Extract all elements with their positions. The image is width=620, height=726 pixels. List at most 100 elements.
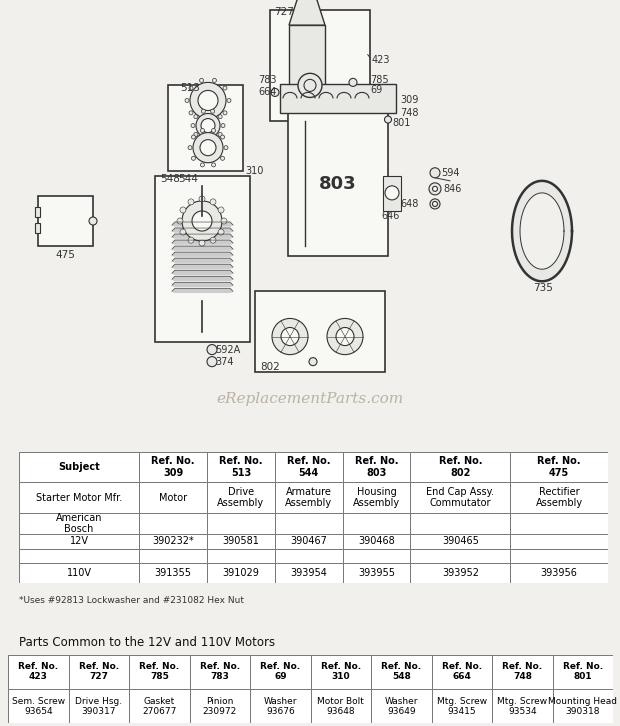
- Bar: [285, 89, 329, 99]
- Circle shape: [213, 78, 216, 83]
- Text: End Cap Assy.
Commutator: End Cap Assy. Commutator: [427, 487, 494, 508]
- Circle shape: [430, 199, 440, 209]
- Circle shape: [218, 229, 224, 235]
- Text: Drive Hsg.
390317: Drive Hsg. 390317: [75, 696, 122, 716]
- Circle shape: [272, 319, 308, 354]
- Text: Mtg. Screw
93534: Mtg. Screw 93534: [497, 696, 547, 716]
- Text: Washer
93649: Washer 93649: [384, 696, 418, 716]
- Bar: [275, 549, 342, 563]
- Text: Ref. No.
785: Ref. No. 785: [140, 662, 179, 682]
- Circle shape: [199, 240, 205, 246]
- Bar: [8, 689, 69, 723]
- Polygon shape: [172, 288, 233, 293]
- Bar: [289, 25, 325, 91]
- Text: 423: 423: [372, 55, 391, 65]
- Text: Motor: Motor: [159, 493, 187, 503]
- Circle shape: [429, 183, 441, 195]
- Circle shape: [200, 78, 203, 83]
- Bar: [207, 549, 275, 563]
- Text: Pinion
230972: Pinion 230972: [203, 696, 237, 716]
- Circle shape: [227, 99, 231, 102]
- Bar: [129, 655, 190, 689]
- Text: Ref. No.
423: Ref. No. 423: [18, 662, 58, 682]
- Text: 513: 513: [180, 83, 200, 94]
- Circle shape: [218, 115, 222, 119]
- Circle shape: [210, 199, 216, 205]
- Bar: [275, 452, 342, 482]
- Bar: [275, 513, 342, 534]
- Bar: [343, 534, 410, 549]
- Circle shape: [384, 116, 391, 123]
- Bar: [140, 452, 207, 482]
- Bar: [69, 655, 129, 689]
- Bar: [311, 689, 371, 723]
- Text: Ref. No.
783: Ref. No. 783: [200, 662, 240, 682]
- Circle shape: [89, 217, 97, 225]
- Circle shape: [199, 196, 205, 202]
- Bar: [19, 513, 140, 534]
- Circle shape: [210, 237, 216, 243]
- Text: 310: 310: [246, 166, 264, 176]
- Text: 594: 594: [441, 168, 459, 178]
- Circle shape: [218, 207, 224, 213]
- Text: 801: 801: [392, 118, 410, 128]
- Circle shape: [188, 146, 192, 150]
- Text: Ref. No.
513: Ref. No. 513: [219, 457, 263, 478]
- Bar: [510, 513, 608, 534]
- Bar: [492, 689, 552, 723]
- Circle shape: [349, 78, 357, 86]
- Text: American
Bosch: American Bosch: [56, 513, 102, 534]
- Bar: [275, 482, 342, 513]
- Bar: [383, 176, 401, 211]
- Bar: [510, 563, 608, 583]
- Circle shape: [185, 99, 189, 102]
- Bar: [19, 549, 140, 563]
- Bar: [207, 452, 275, 482]
- Bar: [250, 689, 311, 723]
- Circle shape: [200, 129, 205, 132]
- Text: 735: 735: [533, 283, 553, 293]
- Bar: [129, 689, 190, 723]
- Bar: [69, 689, 129, 723]
- Text: Ref. No.
802: Ref. No. 802: [438, 457, 482, 478]
- Bar: [207, 482, 275, 513]
- Text: 110V: 110V: [66, 568, 92, 578]
- Text: Ref. No.
727: Ref. No. 727: [79, 662, 119, 682]
- Circle shape: [271, 89, 279, 97]
- Text: 727: 727: [274, 7, 294, 17]
- Text: 544: 544: [178, 174, 198, 184]
- Circle shape: [211, 163, 216, 167]
- Bar: [410, 563, 510, 583]
- Polygon shape: [512, 181, 572, 281]
- Circle shape: [433, 187, 438, 192]
- Circle shape: [190, 82, 226, 118]
- Text: Housing
Assembly: Housing Assembly: [353, 487, 400, 508]
- Bar: [207, 563, 275, 583]
- Circle shape: [224, 146, 228, 150]
- Circle shape: [433, 201, 438, 206]
- Bar: [343, 513, 410, 534]
- Bar: [410, 482, 510, 513]
- Polygon shape: [172, 234, 233, 238]
- Bar: [552, 655, 613, 689]
- Text: Ref. No.
310: Ref. No. 310: [321, 662, 361, 682]
- Circle shape: [177, 218, 183, 224]
- Circle shape: [198, 91, 218, 110]
- Bar: [255, 291, 385, 372]
- Bar: [510, 549, 608, 563]
- Bar: [19, 563, 140, 583]
- Bar: [207, 534, 275, 549]
- Text: Mtg. Screw
93415: Mtg. Screw 93415: [437, 696, 487, 716]
- Text: 12V: 12V: [69, 537, 89, 546]
- Circle shape: [211, 109, 215, 113]
- Text: 783: 783: [258, 76, 277, 86]
- Polygon shape: [172, 270, 233, 274]
- Bar: [343, 452, 410, 482]
- Text: Ref. No.
664: Ref. No. 664: [442, 662, 482, 682]
- Text: Ref. No.
748: Ref. No. 748: [502, 662, 542, 682]
- Text: Subject: Subject: [58, 462, 100, 472]
- Text: 646: 646: [381, 211, 399, 221]
- Bar: [280, 84, 396, 113]
- Text: 391029: 391029: [223, 568, 259, 578]
- Bar: [275, 563, 342, 583]
